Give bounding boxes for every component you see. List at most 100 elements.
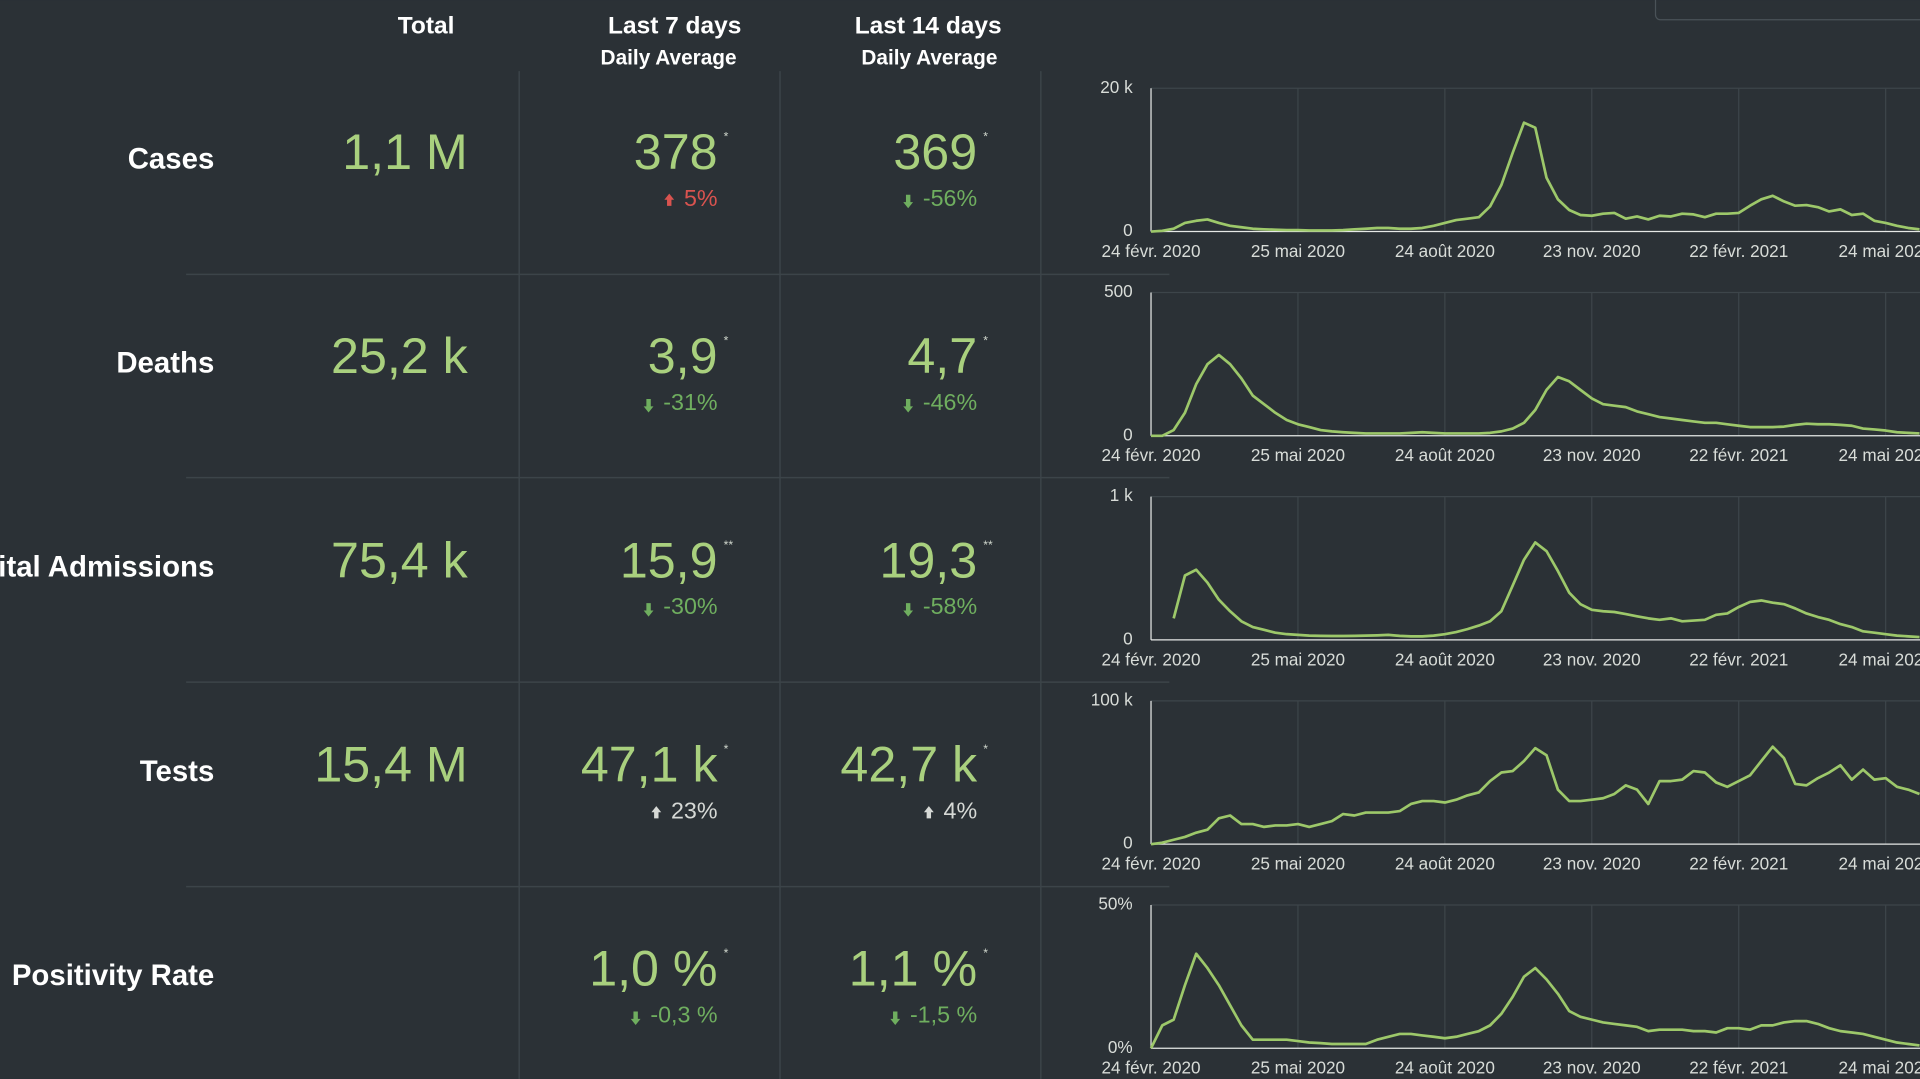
table-grid [186, 71, 1170, 1079]
y-tick-label: 20 k [1100, 77, 1133, 97]
x-tick-label: 24 févr. 2020 [1102, 649, 1201, 669]
x-tick-label: 24 févr. 2020 [1102, 1058, 1201, 1078]
x-tick-label: 22 févr. 2021 [1689, 853, 1788, 873]
x-tick-label: 25 mai 2020 [1251, 445, 1345, 465]
x-tick-label: 24 févr. 2020 [1102, 445, 1201, 465]
change-value: -46% [923, 389, 977, 415]
x-tick-label: 23 nov. 2020 [1543, 445, 1641, 465]
x-tick-label: 25 mai 2020 [1251, 853, 1345, 873]
footnote-marker: * [983, 946, 988, 960]
x-tick-label: 24 août 2020 [1395, 445, 1495, 465]
average-value: 42,7 k [840, 736, 978, 792]
average-value: 378 [634, 124, 718, 180]
y-tick-label: 50% [1098, 894, 1132, 914]
x-tick-label: 24 févr. 2020 [1102, 241, 1201, 261]
average-value: 1,1 % [849, 941, 977, 997]
y-tick-label: 0 [1123, 220, 1133, 240]
header-last14: Last 14 days [855, 13, 1002, 40]
row-label: Deaths [116, 346, 214, 379]
header-last14-sub: Daily Average [861, 46, 997, 69]
row-label: Hospital Admissions [0, 551, 214, 584]
x-tick-label: 23 nov. 2020 [1543, 853, 1641, 873]
y-tick-label: 0% [1108, 1037, 1133, 1057]
trend-arrow [923, 806, 934, 819]
trend-arrow [643, 603, 654, 617]
average-value: 4,7 [907, 328, 977, 384]
average-value: 15,9 [620, 532, 718, 588]
row-label: Tests [140, 755, 215, 788]
footnote-marker: * [983, 334, 988, 348]
x-tick-label: 22 févr. 2021 [1689, 649, 1788, 669]
x-tick-label: 24 août 2020 [1395, 649, 1495, 669]
y-tick-label: 0 [1123, 424, 1133, 444]
footnote-marker: * [724, 334, 729, 348]
x-tick-label: 24 févr. 2020 [1102, 853, 1201, 873]
average-value: 3,9 [648, 328, 718, 384]
header-last7-sub: Daily Average [601, 46, 737, 69]
x-tick-label: 24 mai 2021 [1839, 241, 1920, 261]
total-value: 25,2 k [331, 328, 469, 384]
data-line [1151, 353, 1920, 438]
average-value: 369 [893, 124, 977, 180]
total-value: 75,4 k [331, 532, 469, 588]
trend-arrow [890, 1011, 901, 1026]
change-value: -56% [923, 185, 977, 211]
x-tick-label: 23 nov. 2020 [1543, 649, 1641, 669]
data-line [1172, 541, 1920, 639]
change-value: -30% [663, 593, 717, 619]
x-tick-label: 23 nov. 2020 [1543, 241, 1641, 261]
trend-arrow [903, 194, 914, 209]
x-tick-label: 25 mai 2020 [1251, 649, 1345, 669]
data-line [1150, 745, 1920, 846]
footnote-marker: ** [724, 538, 734, 552]
footnote-marker: * [724, 742, 729, 756]
footnote-marker: * [724, 946, 729, 960]
row-label: Positivity Rate [12, 959, 214, 992]
y-tick-label: 0 [1123, 628, 1133, 648]
x-tick-label: 24 mai 2021 [1839, 1058, 1920, 1078]
trend-arrow [630, 1011, 641, 1026]
total-value: 1,1 M [342, 124, 468, 180]
data-line [1150, 121, 1920, 233]
trend-arrow [903, 398, 914, 413]
trend-arrow [651, 806, 662, 819]
change-value: -0,3 % [650, 1002, 717, 1028]
change-value: -1,5 % [910, 1002, 977, 1028]
x-tick-label: 23 nov. 2020 [1543, 1058, 1641, 1078]
change-value: 23% [671, 797, 718, 823]
average-value: 19,3 [879, 532, 977, 588]
footnote-marker: * [983, 742, 988, 756]
row-label: Cases [128, 142, 215, 175]
change-value: -31% [663, 389, 717, 415]
trend-arrow [643, 398, 654, 413]
y-tick-label: 0 [1123, 833, 1133, 853]
x-tick-label: 24 mai 2021 [1839, 445, 1920, 465]
average-value: 47,1 k [581, 736, 719, 792]
x-tick-label: 24 août 2020 [1395, 853, 1495, 873]
total-value: 15,4 M [314, 736, 467, 792]
header-total: Total [398, 13, 455, 40]
change-value: 5% [684, 185, 718, 211]
y-tick-label: 1 k [1110, 485, 1133, 505]
y-tick-label: 100 k [1091, 689, 1133, 709]
x-tick-label: 24 mai 2021 [1839, 853, 1920, 873]
trend-arrow [903, 603, 914, 617]
panel-corner [1654, 0, 1920, 21]
x-tick-label: 22 févr. 2021 [1689, 445, 1788, 465]
x-tick-label: 22 févr. 2021 [1689, 241, 1788, 261]
x-tick-label: 24 août 2020 [1395, 241, 1495, 261]
header-last7: Last 7 days [608, 13, 741, 40]
x-tick-label: 22 févr. 2021 [1689, 1058, 1788, 1078]
x-tick-label: 25 mai 2020 [1251, 241, 1345, 261]
charts: 24 févr. 2020 25 mai 2020 24 août 2020 23 n… [1102, 87, 1920, 1078]
footnote-marker: * [724, 129, 729, 143]
data-line [1149, 952, 1920, 1049]
x-tick-label: 24 août 2020 [1395, 1058, 1495, 1078]
change-value: -58% [923, 593, 977, 619]
footnote-marker: * [983, 129, 988, 143]
change-value: 4% [944, 797, 978, 823]
trend-arrow [664, 193, 675, 206]
average-value: 1,0 % [589, 941, 717, 997]
